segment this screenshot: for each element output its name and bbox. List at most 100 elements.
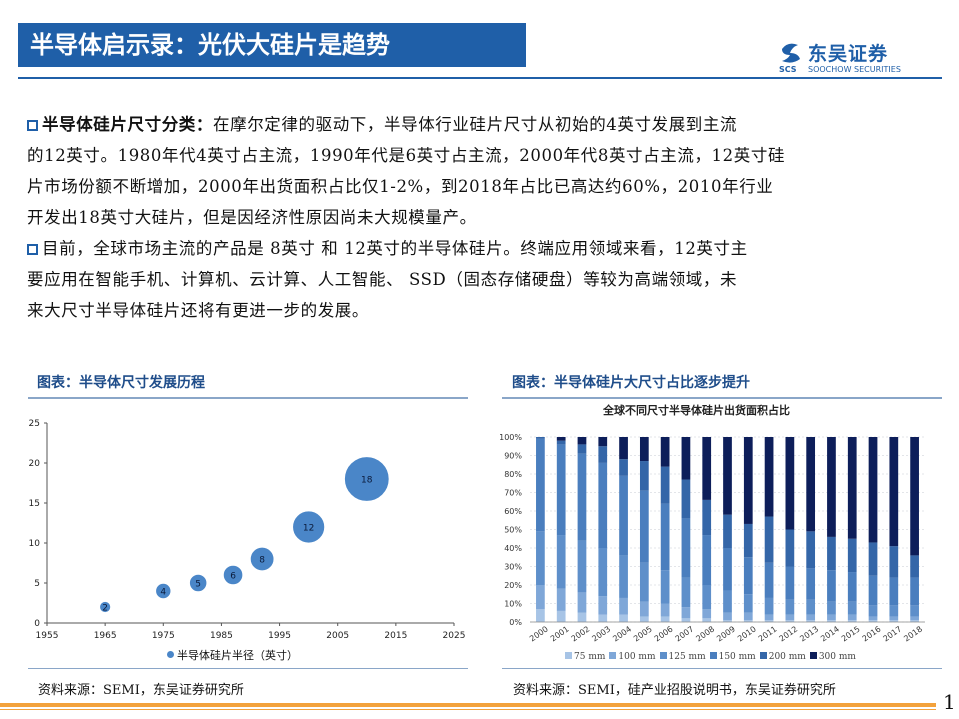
bar-segment xyxy=(577,612,587,622)
page-number: 1 xyxy=(943,690,956,714)
bar-segment xyxy=(806,614,816,621)
y-tick-label: 10 xyxy=(29,539,41,549)
bar-segment xyxy=(827,601,836,615)
legend-label: 300 mm xyxy=(818,652,856,662)
bar-segment xyxy=(910,605,919,617)
bar-segment xyxy=(827,536,836,571)
x-tick-label: 2003 xyxy=(590,624,612,643)
bar-segment xyxy=(743,437,753,524)
bar-segment xyxy=(660,437,670,467)
bar-segment xyxy=(806,599,816,615)
bar-segment xyxy=(723,612,732,621)
paragraph-1-lead: 半导体硅片尺寸分类： xyxy=(42,115,213,134)
bar-segment xyxy=(910,620,919,622)
bubble xyxy=(249,546,275,572)
stacked-bar-legend: 75 mm 100 mm 125 mm 150 mm 200 mm 300 mm xyxy=(565,652,860,662)
bar-segment xyxy=(827,570,836,602)
logo-english-text: SOOCHOW SECURITIES xyxy=(808,65,901,74)
bar-segment xyxy=(556,588,566,611)
bar-segment xyxy=(660,503,670,571)
bar-segment xyxy=(639,562,649,602)
x-tick-label: 2025 xyxy=(443,631,466,641)
legend-label: 150 mm xyxy=(718,652,756,662)
bar-segment xyxy=(660,603,670,617)
bar-segment xyxy=(619,437,628,460)
legend-swatch xyxy=(659,652,667,659)
bar-segment xyxy=(785,599,795,615)
y-tick-label: 0 xyxy=(34,619,40,629)
bar-segment xyxy=(536,437,545,439)
bar-segment xyxy=(743,557,753,595)
bar-segment xyxy=(910,555,919,578)
bar-segment xyxy=(619,597,628,615)
bar-segment xyxy=(764,516,774,563)
legend-swatch xyxy=(565,652,572,659)
square-bullet-icon xyxy=(27,244,38,255)
bar-segment xyxy=(556,444,566,536)
bar-segment xyxy=(702,618,712,622)
y-tick-label: 80% xyxy=(504,470,522,479)
x-tick-label: 2001 xyxy=(549,624,571,643)
legend-swatch xyxy=(759,652,767,659)
bar-segment xyxy=(681,618,691,622)
y-tick-label: 25 xyxy=(29,419,40,429)
stacked-bar-chart: 0%10%20%30%40%50%60%70%80%90%100%2000200… xyxy=(499,433,925,643)
legend-item: 125 mm xyxy=(659,652,706,662)
x-tick-label: 2016 xyxy=(861,624,883,643)
x-tick-label: 2011 xyxy=(757,624,779,643)
bar-segment xyxy=(577,540,587,593)
legend-item: 200 mm xyxy=(759,652,806,662)
paragraph-1-line: 在摩尔定律的驱动下，半导体行业硅片尺寸从初始的4英寸发展到主流 xyxy=(213,115,738,134)
bar-segment xyxy=(827,620,836,622)
bar-segment xyxy=(743,620,753,622)
bar-segment xyxy=(660,616,670,622)
x-tick-label: 1985 xyxy=(210,631,233,641)
bar-segment xyxy=(556,610,566,622)
bubble-legend-label: 半导体硅片半径（英寸） xyxy=(177,649,298,662)
bar-segment xyxy=(681,518,691,578)
bar-segment xyxy=(785,614,795,621)
x-tick-label: 2004 xyxy=(611,624,633,643)
bar-segment xyxy=(806,568,816,600)
right-figure-top-rule xyxy=(502,397,942,399)
bar-segment xyxy=(785,529,795,567)
left-figure-bottom-rule xyxy=(28,668,468,669)
bubble xyxy=(99,600,112,614)
bubble-label: 18 xyxy=(361,476,373,486)
legend-label: 200 mm xyxy=(768,652,806,662)
x-tick-label: 1965 xyxy=(94,631,117,641)
bar-segment xyxy=(536,609,545,622)
x-tick-label: 2010 xyxy=(736,624,758,643)
bar-segment xyxy=(868,437,878,543)
bar-segment xyxy=(723,620,732,622)
bar-segment xyxy=(910,577,919,606)
bar-segment xyxy=(764,562,774,598)
bar-segment xyxy=(702,437,712,500)
bar-segment xyxy=(577,437,587,445)
bar-segment xyxy=(785,566,795,600)
paragraph-1-line: 片市场份额不断增加，2000年出货面积占比仅1-2%，到2018年占比已高达约6… xyxy=(27,177,774,196)
legend-item: 300 mm xyxy=(809,652,856,662)
legend-swatch xyxy=(709,652,717,659)
bar-segment xyxy=(910,616,919,621)
footer-rule xyxy=(0,703,936,707)
bar-segment xyxy=(827,437,836,537)
y-tick-label: 10% xyxy=(504,600,522,609)
bar-segment xyxy=(868,616,878,621)
x-tick-label: 2005 xyxy=(632,624,654,643)
bar-segment xyxy=(598,596,608,615)
bar-segment xyxy=(702,499,712,536)
bar-segment xyxy=(577,444,587,454)
bar-segment xyxy=(806,620,816,622)
x-tick-label: 1995 xyxy=(268,631,291,641)
bar-segment xyxy=(681,437,691,480)
square-bullet-icon xyxy=(27,120,38,131)
paragraph-2-line: 目前，全球市场主流的产品是 8英寸 和 12英寸的半导体硅片。终端应用领域来看，… xyxy=(42,239,748,258)
bar-segment xyxy=(681,479,691,519)
stacked-bar-chart-title: 全球不同尺寸半导体硅片出货面积占比 xyxy=(603,404,790,417)
bar-segment xyxy=(764,437,774,517)
paragraph-1-line: 的12英寸。1980年代4英寸占主流，1990年代是6英寸占主流，2000年代8… xyxy=(27,146,786,165)
left-figure-source: 资料来源：SEMI，东吴证券研究所 xyxy=(38,683,244,698)
bar-segment xyxy=(847,614,857,621)
x-tick-label: 2015 xyxy=(384,631,407,641)
